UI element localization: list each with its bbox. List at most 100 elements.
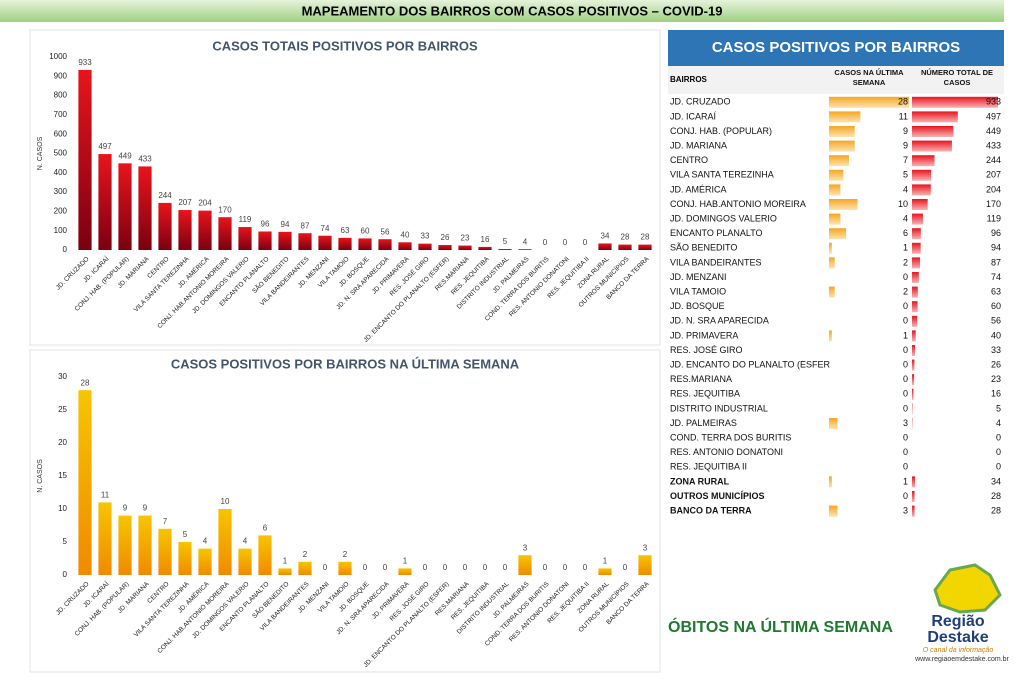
cell-value: 34 [991, 476, 1001, 486]
data-bar [912, 155, 935, 167]
cell-value: 74 [991, 272, 1001, 282]
y-tick-label: 100 [54, 226, 68, 235]
row-name: JD. N. SRA APARECIDA [670, 316, 769, 326]
cell-value: 2 [903, 257, 908, 267]
cell-value: 33 [991, 345, 1001, 355]
data-bar [912, 286, 918, 298]
bar [318, 235, 332, 250]
data-label: 96 [261, 220, 270, 229]
cell-value: 0 [903, 316, 908, 326]
bar [78, 69, 92, 250]
data-bar [829, 199, 858, 210]
row-name: JD. ENCANTO DO PLANALTO (ESFER [670, 359, 831, 369]
data-label: 0 [483, 563, 488, 572]
bar [378, 239, 392, 250]
cell-value: 5 [903, 170, 908, 180]
data-label: 2 [343, 550, 348, 559]
data-bar [912, 126, 954, 137]
chart-panel [29, 349, 661, 673]
data-bar [912, 228, 921, 240]
data-bar [829, 184, 841, 196]
bar [198, 548, 212, 575]
cell-value: 26 [991, 359, 1001, 369]
data-label: 87 [301, 221, 310, 230]
data-bar [829, 418, 838, 429]
data-label: 4 [523, 237, 528, 246]
y-tick-label: 30 [58, 372, 67, 381]
bar [458, 245, 472, 250]
bar [478, 246, 492, 250]
cell-value: 11 [899, 111, 908, 121]
bar [338, 237, 352, 250]
y-tick-label: 400 [54, 168, 68, 177]
bar [618, 244, 632, 250]
data-label: 23 [461, 234, 470, 243]
bar [338, 561, 352, 575]
data-label: 28 [621, 233, 630, 242]
data-bar [829, 140, 855, 152]
data-bar [829, 213, 841, 225]
cell-value: 0 [903, 301, 908, 311]
row-name: JD. CRUZADO [670, 97, 731, 107]
cell-value: 0 [996, 462, 1001, 472]
cell-value: 0 [903, 272, 908, 282]
data-label: 2 [303, 550, 308, 559]
data-label: 0 [563, 563, 568, 572]
row-name: SÃO BENEDITO [670, 243, 737, 253]
cell-value: 0 [903, 403, 908, 413]
row-name: RES. JOSÉ GIRO [670, 345, 743, 355]
data-bar [829, 169, 844, 181]
cell-value: 0 [903, 374, 908, 384]
cell-value: 28 [991, 491, 1001, 501]
data-label: 60 [361, 227, 370, 236]
bar [138, 515, 152, 575]
y-tick-label: 5 [63, 537, 68, 546]
cell-value: 5 [996, 403, 1001, 413]
column-title: CASOS NA ÚLTIMA SEMANA [834, 68, 904, 87]
cell-value: 4 [903, 184, 908, 194]
bar [178, 542, 192, 575]
data-label: 204 [198, 199, 212, 208]
data-bar [829, 228, 847, 240]
cell-value: 1 [903, 476, 908, 486]
logo-name: Destake [927, 629, 988, 646]
data-label: 4 [243, 537, 248, 546]
row-name: JD. DOMINGOS VALERIO [670, 213, 777, 223]
row-name: CONJ. HAB. (POPULAR) [670, 126, 772, 136]
cell-value: 933 [986, 97, 1001, 107]
y-axis-label: N. CASOS [37, 459, 44, 493]
logo-tagline: O canal da informação [923, 647, 994, 654]
data-label: 244 [158, 191, 172, 200]
data-label: 34 [601, 232, 610, 241]
row-name: JD. MENZANI [670, 272, 727, 282]
bar [258, 231, 272, 250]
bar [398, 242, 412, 250]
bar [178, 210, 192, 250]
data-bar [912, 315, 918, 327]
data-label: 3 [643, 543, 648, 552]
bar [518, 555, 532, 575]
y-tick-label: 800 [54, 91, 68, 100]
row-name: VILA TAMOIO [670, 286, 726, 296]
row-name: RES. JEQUITIBA II [670, 462, 747, 472]
data-label: 433 [138, 155, 152, 164]
cell-value: 433 [986, 140, 1001, 150]
data-bar [912, 505, 915, 517]
cell-value: 0 [903, 389, 908, 399]
cell-value: 4 [996, 418, 1001, 428]
cell-value: 170 [986, 199, 1001, 209]
data-label: 0 [543, 563, 548, 572]
data-label: 0 [463, 563, 468, 572]
data-label: 56 [381, 227, 390, 236]
cell-value: 204 [986, 184, 1001, 194]
data-label: 26 [441, 233, 450, 242]
data-label: 0 [443, 563, 448, 572]
cell-value: 207 [986, 170, 1001, 180]
data-bar [912, 301, 918, 313]
cell-value: 6 [903, 228, 908, 238]
data-label: 5 [183, 530, 188, 539]
bar [518, 249, 532, 250]
data-bar [829, 111, 861, 123]
data-label: 0 [383, 563, 388, 572]
data-label: 28 [641, 233, 650, 242]
